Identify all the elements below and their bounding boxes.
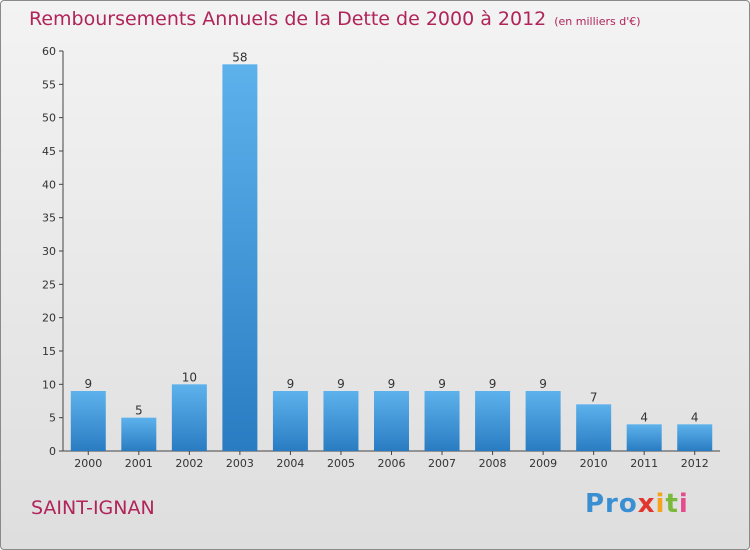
bar-value-label: 58 [232, 50, 247, 64]
bar [121, 417, 157, 451]
y-tick-label: 40 [42, 178, 56, 191]
x-tick-label: 2012 [681, 457, 709, 470]
x-tick-label: 2007 [428, 457, 456, 470]
bar-value-label: 9 [539, 377, 547, 391]
y-tick-label: 15 [42, 345, 56, 358]
y-tick-label: 60 [42, 45, 56, 58]
x-tick-label: 2005 [327, 457, 355, 470]
bar [222, 64, 258, 452]
proxiti-logo: Proxiti [585, 489, 689, 519]
y-tick-label: 25 [42, 278, 56, 291]
y-tick-label: 5 [49, 412, 56, 425]
bar [323, 391, 359, 451]
chart-title: Remboursements Annuels de la Dette de 20… [29, 8, 641, 30]
bar [374, 391, 409, 451]
chart-title-text: Remboursements Annuels de la Dette de 20… [29, 8, 547, 30]
x-tick-label: 2004 [276, 457, 304, 470]
bar [475, 391, 511, 451]
bar [525, 391, 561, 451]
bar [171, 384, 207, 451]
x-tick-label: 2009 [529, 457, 557, 470]
x-tick-label: 2011 [630, 457, 658, 470]
y-tick-label: 0 [49, 445, 56, 458]
bar-value-label: 9 [337, 377, 345, 391]
bar-value-label: 9 [489, 377, 497, 391]
x-tick-label: 2001 [125, 457, 153, 470]
bar-value-label: 10 [182, 370, 197, 384]
bar [70, 391, 106, 451]
bar [424, 391, 460, 451]
bar-value-label: 4 [691, 410, 699, 424]
bar [272, 391, 308, 451]
x-tick-label: 2003 [226, 457, 254, 470]
y-tick-label: 50 [42, 112, 56, 125]
chart-labels: 2000 9 2001 5 2002 10 2003 58 2004 9 2005 9 2006 9 200… [74, 50, 708, 470]
y-tick-label: 10 [42, 378, 56, 391]
x-tick-label: 2002 [175, 457, 203, 470]
chart-bars [70, 64, 713, 452]
commune-name: SAINT-IGNAN [31, 497, 155, 519]
y-tick-label: 55 [42, 78, 56, 91]
bar-value-label: 7 [590, 390, 598, 404]
bar-value-label: 9 [84, 377, 92, 391]
y-tick-label: 20 [42, 312, 56, 325]
chart-subtitle: (en milliers d'€) [554, 15, 641, 28]
x-tick-label: 2010 [580, 457, 608, 470]
x-tick-label: 2008 [479, 457, 507, 470]
bar-value-label: 9 [388, 377, 396, 391]
bar [576, 404, 612, 451]
bar-value-label: 9 [287, 377, 295, 391]
bar-value-label: 9 [438, 377, 446, 391]
y-tick-label: 30 [42, 245, 56, 258]
y-tick-label: 45 [42, 145, 56, 158]
bar [626, 424, 662, 451]
x-tick-label: 2006 [378, 457, 406, 470]
bar-value-label: 4 [640, 410, 648, 424]
y-tick-label: 35 [42, 212, 56, 225]
bar [677, 424, 713, 451]
x-tick-label: 2000 [74, 457, 102, 470]
bar-value-label: 5 [135, 404, 143, 418]
